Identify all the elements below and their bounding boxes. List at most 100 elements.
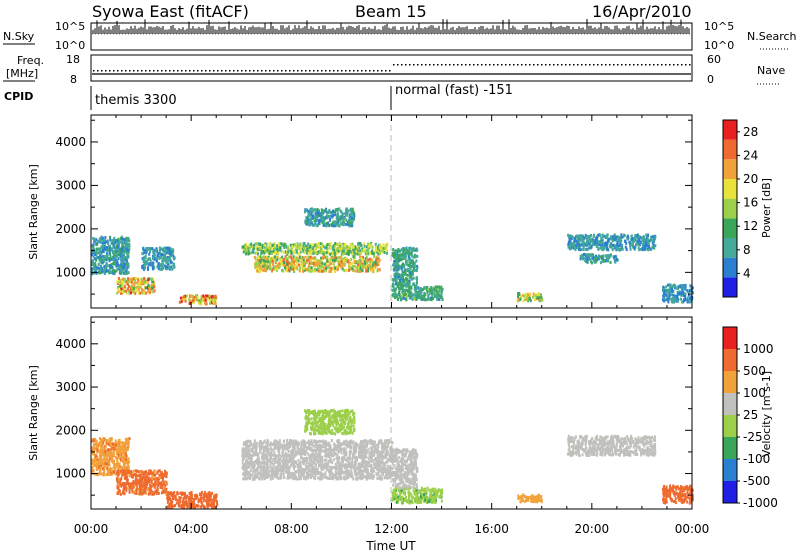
heatmap-cell <box>414 248 417 252</box>
heatmap-cell <box>345 207 348 211</box>
heatmap-cell <box>349 209 352 213</box>
heatmap-cell <box>386 249 389 253</box>
heatmap-cell <box>403 278 406 282</box>
heatmap-cell <box>405 298 408 302</box>
heatmap-cell <box>585 259 588 263</box>
freq-mark <box>265 70 267 72</box>
heatmap-cell <box>104 461 107 465</box>
heatmap-cell <box>341 263 344 267</box>
heatmap-cell <box>618 243 621 247</box>
heatmap-cell <box>273 242 276 246</box>
heatmap-cell <box>395 278 398 282</box>
freq-mark <box>189 70 191 72</box>
heatmap-cell <box>91 451 94 455</box>
heatmap-cell <box>185 294 188 298</box>
heatmap-cell <box>307 242 310 246</box>
heatmap-cell <box>423 293 426 297</box>
heatmap-cell <box>103 267 106 271</box>
heatmap-cell <box>160 255 163 259</box>
heatmap-cell <box>95 238 98 242</box>
heatmap-cell <box>196 295 199 299</box>
heatmap-cell <box>196 298 199 302</box>
heatmap-cell <box>128 244 131 248</box>
heatmap-cell <box>607 248 610 252</box>
heatmap-cell <box>143 291 146 295</box>
heatmap-cell <box>161 475 164 479</box>
heatmap-cell <box>320 208 323 212</box>
heatmap-cell <box>205 302 208 306</box>
heatmap-cell <box>92 447 95 451</box>
heatmap-cell <box>687 290 690 294</box>
heatmap-cell <box>519 297 522 301</box>
heatmap-cell <box>254 265 257 269</box>
heatmap-cell <box>427 297 430 301</box>
heatmap-cell <box>110 438 113 442</box>
heatmap-cell <box>142 491 145 495</box>
heatmap-cell <box>318 259 321 263</box>
heatmap-cell <box>202 499 205 503</box>
heatmap-cell <box>98 449 101 453</box>
heatmap-cell <box>371 261 374 265</box>
heatmap-cell <box>178 495 181 499</box>
heatmap-cell <box>305 216 308 220</box>
heatmap-cell <box>168 496 171 500</box>
heatmap-cell <box>307 255 310 259</box>
freq-mark <box>341 70 343 72</box>
heatmap-cell <box>291 263 294 267</box>
heatmap-cell <box>127 254 130 258</box>
heatmap-cell <box>121 249 124 253</box>
heatmap-cell <box>211 498 214 502</box>
heatmap-cell <box>256 247 259 251</box>
heatmap-cell <box>665 285 668 289</box>
heatmap-cell <box>108 271 111 275</box>
heatmap-cell <box>125 291 128 295</box>
heatmap-cell <box>337 215 340 219</box>
freq-mark <box>677 64 679 66</box>
heatmap-cell <box>321 212 324 216</box>
heatmap-cell <box>124 258 127 262</box>
freq-mark <box>125 70 127 72</box>
freq-mark <box>157 70 159 72</box>
heatmap-cell <box>123 472 126 476</box>
heatmap-cell <box>247 252 250 256</box>
heatmap-cell <box>369 264 372 268</box>
heatmap-cell <box>93 248 96 252</box>
heatmap-cell <box>202 294 205 298</box>
heatmap-cell <box>681 283 684 287</box>
heatmap-cell <box>359 243 362 247</box>
heatmap-cell <box>322 211 325 215</box>
heatmap-cell <box>127 280 130 284</box>
heatmap-cell <box>156 470 159 474</box>
heatmap-cell <box>316 245 319 249</box>
heatmap-cell <box>318 213 321 217</box>
heatmap-cell <box>157 262 160 266</box>
freq-mark <box>681 64 683 66</box>
heatmap-cell <box>104 444 107 448</box>
freq-mark <box>413 64 415 66</box>
heatmap-cell <box>119 267 122 271</box>
heatmap-cell <box>609 260 612 264</box>
heatmap-cell <box>141 279 144 283</box>
heatmap-cell <box>299 250 302 254</box>
heatmap-cell <box>304 219 307 223</box>
heatmap-cell <box>120 287 123 291</box>
heatmap-cell <box>281 243 284 247</box>
heatmap-cell <box>673 297 676 301</box>
heatmap-cell <box>107 257 110 261</box>
heatmap-cell <box>408 275 411 279</box>
heatmap-cell <box>112 256 115 260</box>
heatmap-cell <box>122 266 125 270</box>
heatmap-cell <box>570 234 573 238</box>
heatmap-cell <box>148 483 151 487</box>
heatmap-cell <box>410 250 413 254</box>
heatmap-cell <box>123 486 126 490</box>
heatmap-cell <box>110 459 113 463</box>
heatmap-cell <box>630 234 633 238</box>
heatmap-cell <box>410 264 413 268</box>
heatmap-cell <box>91 467 94 471</box>
heatmap-cell <box>142 263 145 267</box>
heatmap-cell <box>291 267 294 271</box>
heatmap-cell <box>620 233 623 237</box>
heatmap-cell <box>92 449 95 453</box>
heatmap-cell <box>336 213 339 217</box>
